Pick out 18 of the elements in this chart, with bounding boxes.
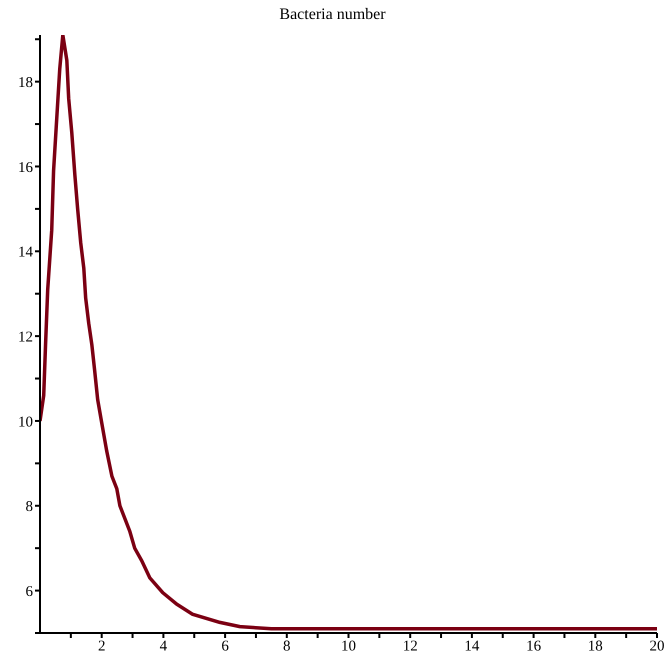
x-tick-label: 10 bbox=[341, 638, 356, 655]
x-tick-label: 2 bbox=[98, 638, 106, 655]
y-tick-label: 16 bbox=[18, 160, 34, 176]
x-tick-label: 4 bbox=[160, 638, 168, 655]
y-tick-label: 12 bbox=[18, 329, 33, 346]
x-tick-label: 12 bbox=[402, 638, 418, 655]
x-tick-label: 6 bbox=[221, 638, 230, 655]
x-tick-label: 16 bbox=[526, 638, 542, 655]
x-tick-label: 20 bbox=[650, 638, 664, 655]
x-tick-label: 14 bbox=[464, 638, 480, 655]
y-tick-label: 14 bbox=[18, 244, 34, 261]
y-tick-label: 6 bbox=[26, 584, 34, 600]
y-tick-label: 10 bbox=[18, 414, 33, 430]
x-tick-label: 8 bbox=[283, 638, 291, 655]
chart-title: Bacteria number bbox=[278, 6, 387, 24]
x-tick-label: 18 bbox=[588, 638, 603, 655]
y-tick-label: 8 bbox=[26, 499, 33, 516]
y-tick-label: 18 bbox=[18, 74, 33, 91]
